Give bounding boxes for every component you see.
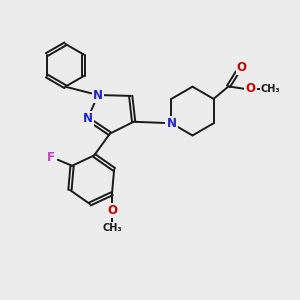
Text: F: F bbox=[46, 151, 54, 164]
Text: CH₃: CH₃ bbox=[261, 84, 280, 94]
Text: O: O bbox=[245, 82, 256, 95]
Text: N: N bbox=[93, 88, 103, 101]
Text: N: N bbox=[167, 117, 176, 130]
Text: O: O bbox=[107, 204, 117, 217]
Text: CH₃: CH₃ bbox=[102, 223, 122, 232]
Text: N: N bbox=[82, 112, 93, 125]
Text: O: O bbox=[237, 61, 247, 74]
Text: N: N bbox=[167, 117, 176, 130]
